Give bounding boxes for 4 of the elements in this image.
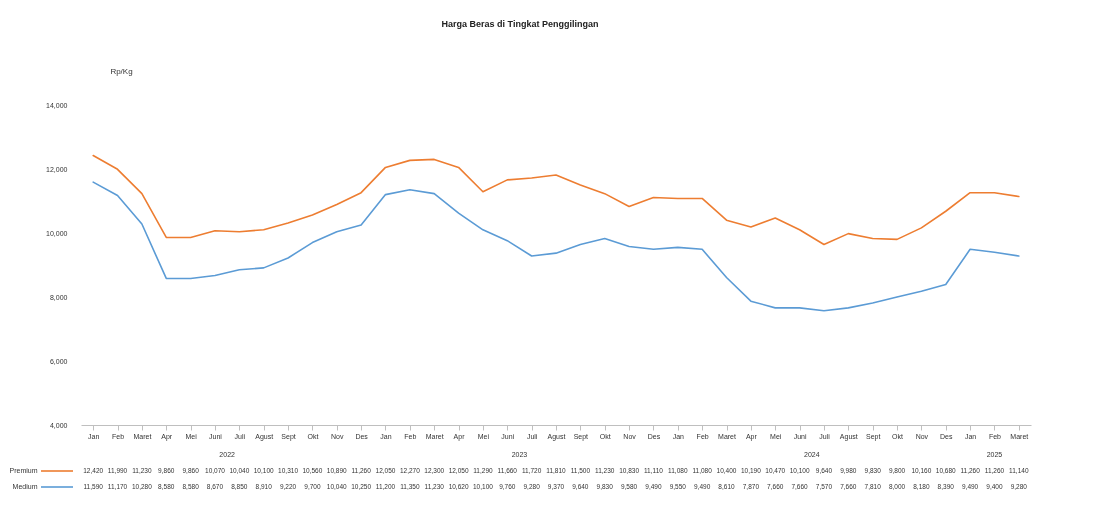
chart-title: Harga Beras di Tingkat Penggilingan [441,19,599,29]
line-series [92,154,1020,246]
line-series [92,181,1020,312]
y-axis-title: Rp/Kg [110,66,133,76]
